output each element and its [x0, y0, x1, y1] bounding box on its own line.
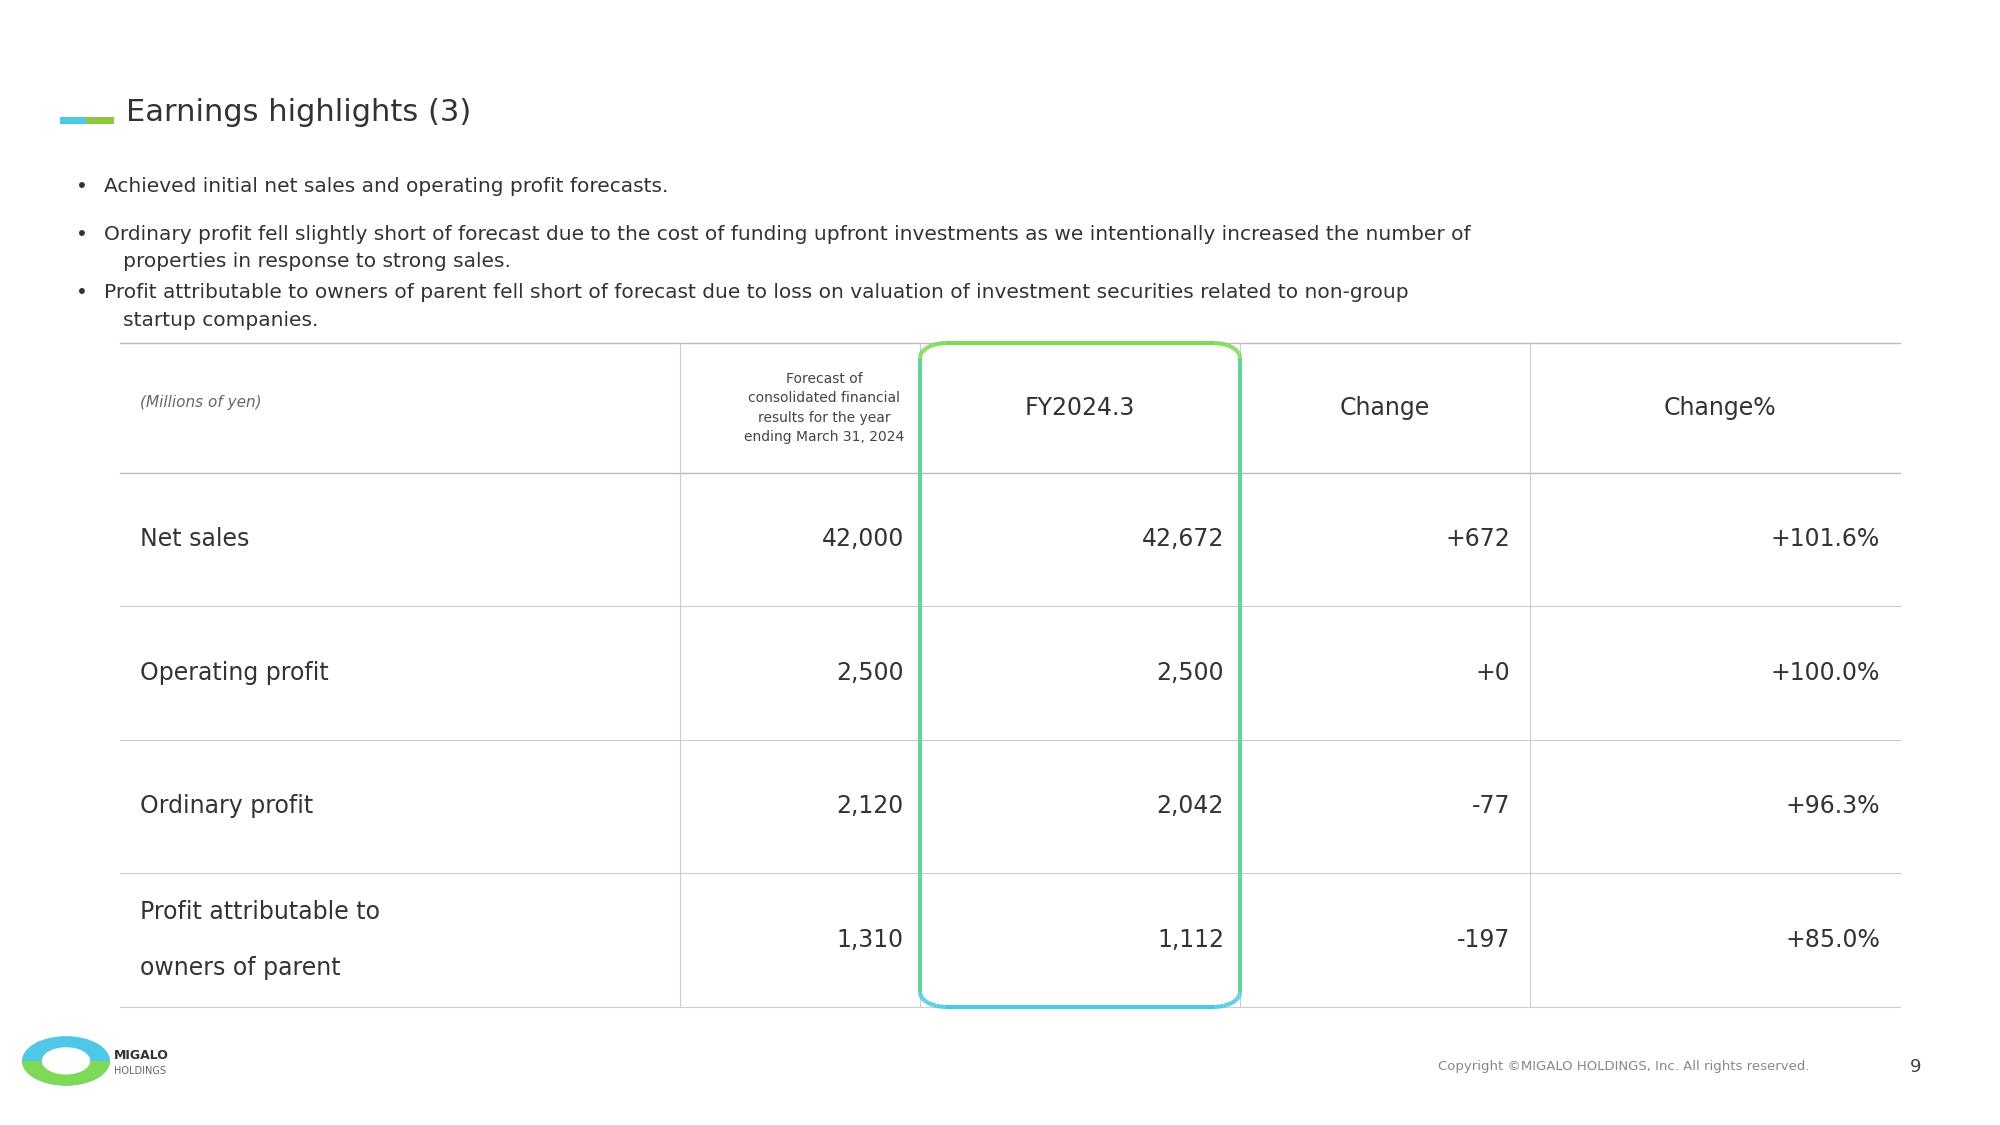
Text: •: • — [76, 177, 88, 196]
Text: 42,672: 42,672 — [1142, 528, 1224, 551]
Text: -77: -77 — [1472, 794, 1510, 819]
Text: 1,310: 1,310 — [836, 928, 904, 952]
Text: •: • — [76, 284, 88, 303]
Text: Operating profit: Operating profit — [140, 660, 328, 685]
Text: Change%: Change% — [1664, 396, 1776, 420]
Text: Achieved initial net sales and operating profit forecasts.: Achieved initial net sales and operating… — [104, 177, 668, 196]
Text: Change: Change — [1340, 396, 1430, 420]
Text: Net sales: Net sales — [140, 528, 250, 551]
Text: •: • — [76, 225, 88, 244]
Text: +85.0%: +85.0% — [1786, 928, 1880, 952]
Text: 1,112: 1,112 — [1156, 928, 1224, 952]
Text: +101.6%: +101.6% — [1770, 528, 1880, 551]
Text: +0: +0 — [1476, 660, 1510, 685]
Text: 9: 9 — [1910, 1058, 1922, 1076]
Text: Profit attributable to: Profit attributable to — [140, 900, 380, 924]
Text: 2,120: 2,120 — [836, 794, 904, 819]
Text: +100.0%: +100.0% — [1770, 660, 1880, 685]
Text: 2,500: 2,500 — [836, 660, 904, 685]
Text: MIGALO: MIGALO — [114, 1048, 168, 1062]
Text: Forecast of
consolidated financial
results for the year
ending March 31, 2024: Forecast of consolidated financial resul… — [744, 371, 904, 444]
Text: (Millions of yen): (Millions of yen) — [140, 395, 262, 410]
Text: +672: +672 — [1446, 528, 1510, 551]
Text: Ordinary profit: Ordinary profit — [140, 794, 314, 819]
Text: Ordinary profit fell slightly short of forecast due to the cost of funding upfro: Ordinary profit fell slightly short of f… — [104, 225, 1470, 271]
Text: Copyright ©MIGALO HOLDINGS, Inc. All rights reserved.: Copyright ©MIGALO HOLDINGS, Inc. All rig… — [1438, 1060, 1810, 1073]
Text: FY2024.3: FY2024.3 — [1024, 396, 1136, 420]
Text: 2,042: 2,042 — [1156, 794, 1224, 819]
Text: -197: -197 — [1456, 928, 1510, 952]
Text: +96.3%: +96.3% — [1786, 794, 1880, 819]
Text: Profit attributable to owners of parent fell short of forecast due to loss on va: Profit attributable to owners of parent … — [104, 284, 1408, 330]
Text: Earnings highlights (3): Earnings highlights (3) — [126, 98, 472, 127]
Text: HOLDINGS: HOLDINGS — [114, 1066, 166, 1076]
Text: 2,500: 2,500 — [1156, 660, 1224, 685]
Text: 42,000: 42,000 — [822, 528, 904, 551]
Text: owners of parent: owners of parent — [140, 956, 340, 980]
